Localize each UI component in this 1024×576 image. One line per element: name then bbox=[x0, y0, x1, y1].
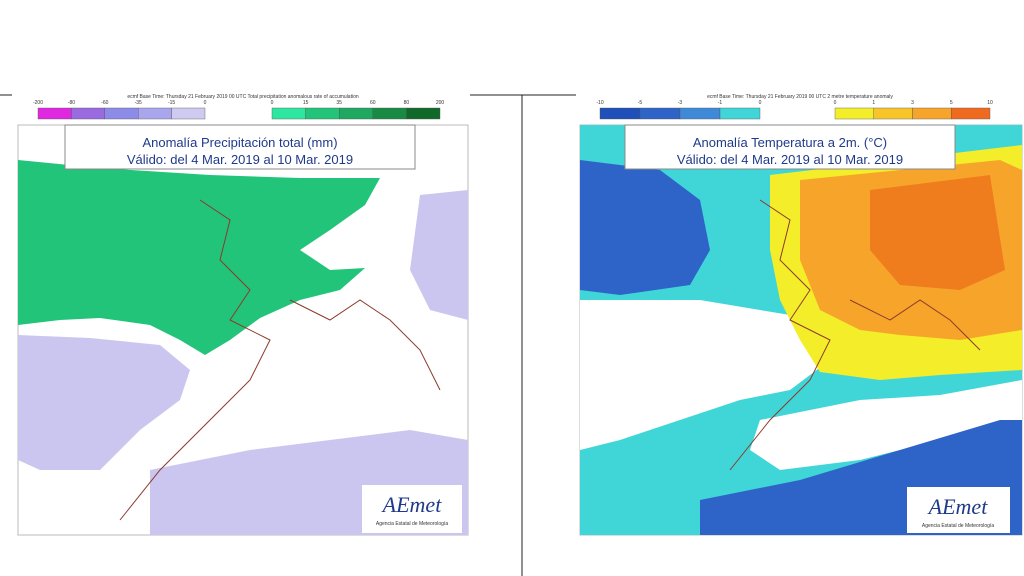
precip-negative bbox=[410, 190, 468, 320]
legend-swatch bbox=[599, 107, 641, 120]
legend-swatch bbox=[406, 107, 441, 120]
header: ecmf Base Time: Thursday 21 February 201… bbox=[707, 94, 893, 100]
legend-swatch bbox=[137, 107, 172, 120]
legend-swatch bbox=[639, 107, 681, 120]
map-subtitle: Válido: del 4 Mar. 2019 al 10 Mar. 2019 bbox=[677, 152, 903, 167]
legend-label: -80 bbox=[68, 100, 75, 106]
legend-swatch bbox=[104, 107, 139, 120]
legend-label: -1 bbox=[718, 100, 723, 106]
legend-label: -60 bbox=[101, 100, 108, 106]
logo-box bbox=[362, 485, 462, 533]
temp-neutral bbox=[750, 380, 1022, 470]
legend-label: -10 bbox=[596, 100, 603, 106]
legend-label: 35 bbox=[336, 100, 342, 106]
legend-label: 0 bbox=[759, 100, 762, 106]
map-subtitle: Válido: del 4 Mar. 2019 al 10 Mar. 2019 bbox=[127, 152, 353, 167]
precip-map bbox=[17, 124, 469, 536]
logo-box bbox=[907, 487, 1010, 533]
temp-map bbox=[579, 124, 1023, 536]
temp-warmest bbox=[870, 175, 1005, 290]
legend-label: 60 bbox=[370, 100, 376, 106]
legend-swatch bbox=[71, 107, 106, 120]
legend-swatch bbox=[834, 107, 874, 120]
legend-label: -5 bbox=[638, 100, 643, 106]
title-box bbox=[64, 124, 416, 170]
legend-swatch bbox=[339, 107, 374, 120]
legend-label: 1 bbox=[872, 100, 875, 106]
title-box bbox=[624, 124, 956, 170]
legend-swatch bbox=[719, 107, 761, 120]
header: ecmf Base Time: Thursday 21 February 201… bbox=[127, 94, 359, 100]
logo: AEmet bbox=[927, 494, 989, 519]
legend-label: 80 bbox=[404, 100, 410, 106]
agency: Agencia Estatal de Meteorología bbox=[376, 521, 448, 527]
legend-swatch bbox=[271, 107, 306, 120]
legend-label: 0 bbox=[271, 100, 274, 106]
legend-label: 3 bbox=[911, 100, 914, 106]
legend-swatch bbox=[171, 107, 206, 120]
legend-label: 10 bbox=[987, 100, 993, 106]
agency: Agencia Estatal de Meteorología bbox=[922, 523, 994, 529]
map-title: Anomalía Precipitación total (mm) bbox=[142, 135, 337, 150]
temp-cold bbox=[580, 160, 710, 295]
legend-label: -15 bbox=[168, 100, 175, 106]
legend-label: -200 bbox=[33, 100, 43, 106]
legend-label: -3 bbox=[678, 100, 683, 106]
legend-label: 0 bbox=[834, 100, 837, 106]
legend-label: 0 bbox=[204, 100, 207, 106]
logo: AEmet bbox=[381, 492, 443, 517]
legend-label: 5 bbox=[950, 100, 953, 106]
legend-swatch bbox=[912, 107, 952, 120]
legend-swatch bbox=[873, 107, 913, 120]
legend-swatch bbox=[951, 107, 991, 120]
legend-swatch bbox=[679, 107, 721, 120]
legend-label: 200 bbox=[436, 100, 445, 106]
coastline bbox=[119, 199, 441, 521]
precip-negative bbox=[18, 335, 190, 470]
map-title: Anomalía Temperatura a 2m. (°C) bbox=[693, 135, 887, 150]
temp-neutral bbox=[580, 300, 830, 450]
legend-swatch bbox=[37, 107, 72, 120]
legend-label: 15 bbox=[303, 100, 309, 106]
legend-label: -35 bbox=[135, 100, 142, 106]
legend-swatch bbox=[305, 107, 340, 120]
precip-positive bbox=[18, 160, 380, 355]
coastline bbox=[729, 199, 981, 471]
legend-swatch bbox=[372, 107, 407, 120]
